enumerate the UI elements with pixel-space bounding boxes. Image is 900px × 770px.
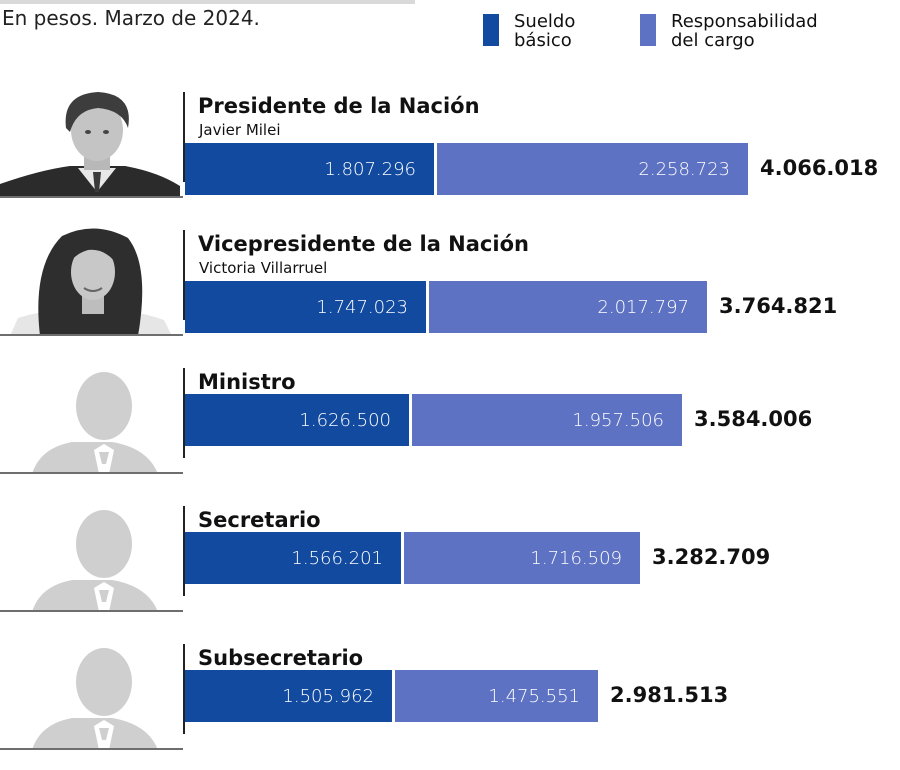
data-label: 1.957.506: [572, 409, 664, 431]
row-divider: [183, 506, 185, 596]
row-baseline: [0, 610, 183, 612]
bar-sueldo-basico-presidente-de-la-nacion: 1.807.296: [185, 143, 434, 195]
row-baseline: [0, 472, 183, 474]
bar-sueldo-basico-secretario: 1.566.201: [185, 532, 401, 584]
row-secretario: Secretario 1.566.201 1.716.509 3.282.709: [0, 502, 900, 632]
person-name: Javier Milei: [199, 121, 281, 139]
row-presidente-de-la-nacion: Presidente de la Nación Javier Milei 1.807…: [0, 88, 900, 218]
portrait-presidente-de-la-nacion: [0, 88, 180, 198]
data-label: 2.258.723: [638, 158, 730, 180]
row-vicepresidente-de-la-nacion: Vicepresidente de la Nación Victoria Vill…: [0, 226, 900, 356]
total-label-subsecretario: 2.981.513: [610, 683, 729, 707]
legend-label-responsabilidad: Responsabilidad del cargo: [671, 11, 818, 51]
person-name: Victoria Villarruel: [199, 259, 328, 277]
total-label-ministro: 3.584.006: [694, 407, 813, 431]
category-label: Ministro: [198, 370, 296, 394]
person-silhouette-icon: [0, 364, 180, 474]
person-silhouette-icon: [0, 640, 180, 750]
bar-responsabilidad-presidente-de-la-nacion: 2.258.723: [437, 143, 748, 195]
legend-label-sueldo-basico: Sueldo básico: [514, 11, 576, 51]
bar-responsabilidad-secretario: 1.716.509: [404, 532, 640, 584]
total-label-vicepresidente-de-la-nacion: 3.764.821: [719, 294, 838, 318]
total-label-presidente-de-la-nacion: 4.066.018: [760, 156, 879, 180]
bar-responsabilidad-subsecretario: 1.475.551: [395, 670, 598, 722]
bar-responsabilidad-ministro: 1.957.506: [412, 394, 682, 446]
category-label: Secretario: [198, 508, 321, 532]
total-label-secretario: 3.282.709: [652, 545, 771, 569]
category-label: Vicepresidente de la Nación: [198, 232, 529, 256]
data-label: 1.807.296: [324, 158, 416, 180]
top-strip: [0, 0, 415, 4]
bar-sueldo-basico-ministro: 1.626.500: [185, 394, 409, 446]
data-label: 1.566.201: [291, 547, 383, 569]
data-label: 1.716.509: [530, 547, 622, 569]
person-silhouette-icon: [0, 502, 180, 612]
bar-sueldo-basico-vicepresidente-de-la-nacion: 1.747.023: [185, 281, 426, 333]
bar-sueldo-basico-subsecretario: 1.505.962: [185, 670, 392, 722]
category-label: Presidente de la Nación: [198, 94, 480, 118]
data-label: 2.017.797: [597, 296, 689, 318]
data-label: 1.626.500: [299, 409, 391, 431]
row-divider: [183, 230, 185, 320]
row-ministro: Ministro 1.626.500 1.957.506 3.584.006: [0, 364, 900, 494]
row-divider: [183, 92, 185, 182]
row-subsecretario: Subsecretario 1.505.962 1.475.551 2.981.513: [0, 640, 900, 770]
row-baseline: [0, 334, 183, 336]
legend-swatch-responsabilidad: [640, 14, 656, 46]
data-label: 1.505.962: [282, 685, 374, 707]
legend-swatch-sueldo-basico: [483, 14, 499, 46]
row-divider: [183, 368, 185, 458]
data-label: 1.747.023: [316, 296, 408, 318]
chart-subtitle: En pesos. Marzo de 2024.: [2, 6, 260, 30]
row-baseline: [0, 748, 183, 750]
data-label: 1.475.551: [488, 685, 580, 707]
bar-responsabilidad-vicepresidente-de-la-nacion: 2.017.797: [429, 281, 707, 333]
row-divider: [183, 644, 185, 734]
row-baseline: [0, 196, 183, 198]
portrait-vicepresidente-de-la-nacion: [0, 226, 180, 336]
category-label: Subsecretario: [198, 646, 364, 670]
